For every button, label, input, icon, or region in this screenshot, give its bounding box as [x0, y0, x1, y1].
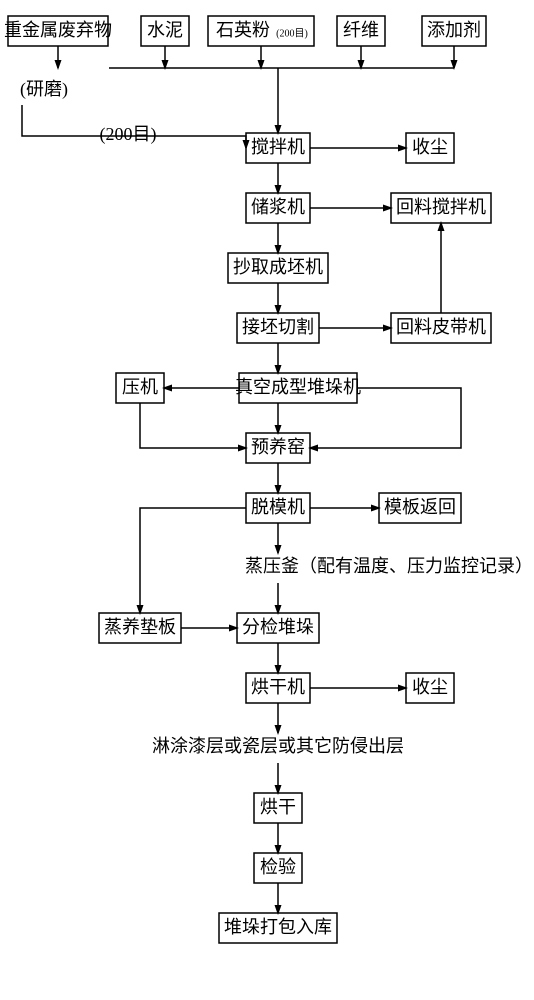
node-label: 抄取成坯机 — [233, 257, 323, 277]
node-label: 检验 — [260, 857, 296, 877]
node-vac_stack: 真空成型堆垛机 — [235, 373, 361, 403]
nodes-layer: 重金属废弃物水泥石英粉(200目)纤维添加剂(研磨)(200目)搅拌机收尘储浆机… — [4, 16, 533, 943]
node-label: 收尘 — [412, 677, 448, 697]
node-label: 预养窑 — [251, 437, 305, 457]
node-label: 储浆机 — [251, 197, 305, 217]
flowchart-canvas: 重金属废弃物水泥石英粉(200目)纤维添加剂(研磨)(200目)搅拌机收尘储浆机… — [0, 0, 534, 1000]
node-label: 烘干 — [260, 797, 296, 817]
node-label: 烘干机 — [251, 677, 305, 697]
node-label: 收尘 — [412, 137, 448, 157]
node-coating: 淋涂漆层或瓷层或其它防侵出层 — [152, 736, 404, 756]
node-ret_belt: 回料皮带机 — [391, 313, 491, 343]
node-label: 纤维 — [343, 20, 379, 40]
edges-layer — [22, 46, 461, 913]
node-mesh_label: (200目) — [100, 124, 157, 145]
node-in_cement: 水泥 — [141, 16, 189, 46]
node-label: 真空成型堆垛机 — [235, 377, 361, 397]
node-label: 接坯切割 — [242, 317, 314, 337]
node-in_metal: 重金属废弃物 — [4, 16, 112, 46]
node-dry2: 烘干 — [254, 793, 302, 823]
node-pre_kiln: 预养窑 — [246, 433, 310, 463]
node-demold: 脱模机 — [246, 493, 310, 523]
node-label: 模板返回 — [384, 497, 456, 517]
node-sort_stack: 分检堆垛 — [237, 613, 319, 643]
node-in_additive: 添加剂 — [422, 16, 486, 46]
node-label: 堆垛打包入库 — [224, 917, 332, 937]
node-dust1: 收尘 — [406, 133, 454, 163]
node-grind_label: (研磨) — [20, 79, 68, 100]
node-label: 搅拌机 — [251, 137, 305, 157]
node-in_fiber: 纤维 — [337, 16, 385, 46]
node-sublabel: (200目) — [276, 28, 308, 39]
node-label: 石英粉 — [216, 20, 270, 40]
node-label: (研磨) — [20, 79, 68, 100]
node-dust2: 收尘 — [406, 673, 454, 703]
node-label: 脱模机 — [251, 497, 305, 517]
edge — [140, 508, 246, 613]
node-label: 蒸压釜（配有温度、压力监控记录） — [245, 556, 533, 576]
node-label: 添加剂 — [427, 20, 481, 40]
node-press: 压机 — [116, 373, 164, 403]
node-autoclave: 蒸压釜（配有温度、压力监控记录） — [245, 556, 533, 576]
node-label: (200目) — [100, 124, 157, 145]
node-label: 分检堆垛 — [242, 617, 314, 637]
node-cut_blank: 接坯切割 — [237, 313, 319, 343]
node-ret_mixer: 回料搅拌机 — [391, 193, 491, 223]
node-steam_pad: 蒸养垫板 — [99, 613, 181, 643]
node-dryer: 烘干机 — [246, 673, 310, 703]
edge — [140, 403, 246, 448]
node-pack: 堆垛打包入库 — [219, 913, 337, 943]
node-inspect: 检验 — [254, 853, 302, 883]
node-mold_ret: 模板返回 — [379, 493, 461, 523]
node-label: 回料皮带机 — [396, 317, 486, 337]
node-label: 重金属废弃物 — [4, 20, 112, 40]
node-label: 蒸养垫板 — [104, 617, 176, 637]
node-label: 回料搅拌机 — [396, 197, 486, 217]
node-label: 水泥 — [147, 20, 183, 40]
node-in_quartz: 石英粉 (200目) — [208, 16, 314, 46]
node-label: 压机 — [122, 377, 158, 397]
node-slurry: 储浆机 — [246, 193, 310, 223]
node-copy_blank: 抄取成坯机 — [228, 253, 328, 283]
node-mixer: 搅拌机 — [246, 133, 310, 163]
node-label: 淋涂漆层或瓷层或其它防侵出层 — [152, 736, 404, 756]
